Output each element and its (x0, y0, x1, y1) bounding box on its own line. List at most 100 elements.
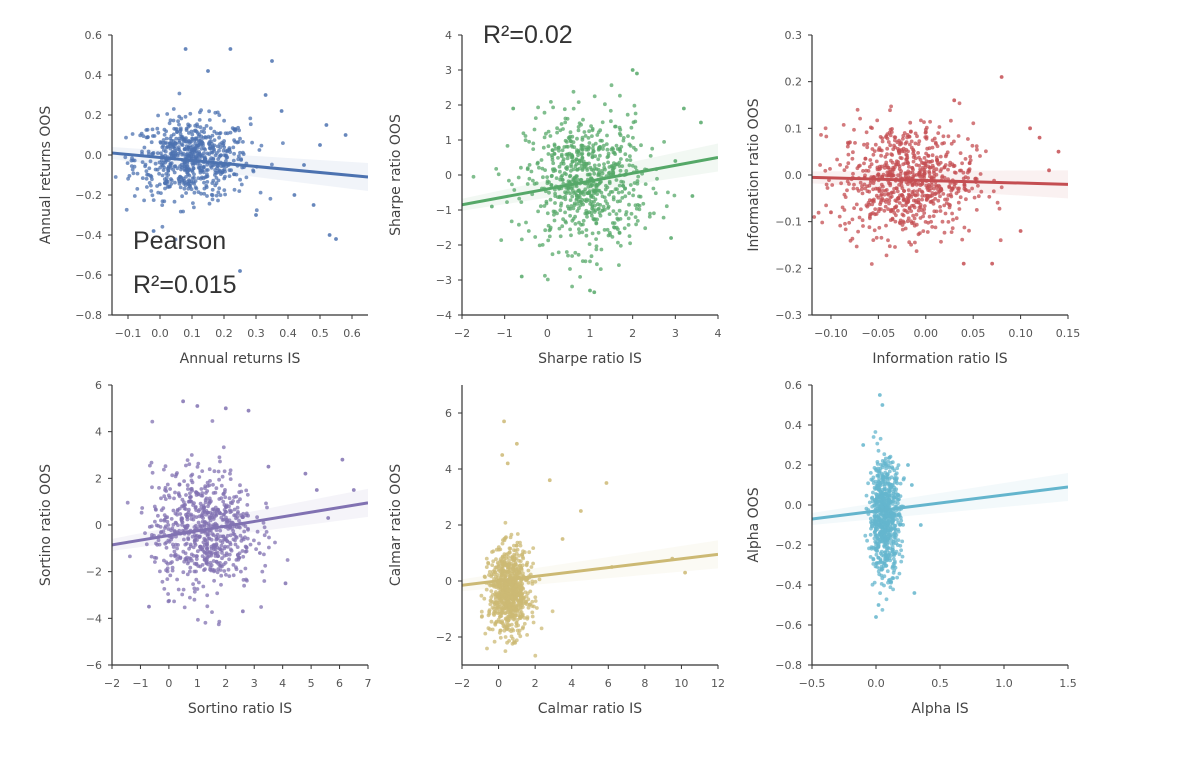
scatter-point (270, 162, 274, 167)
scatter-point (555, 126, 559, 131)
scatter-point (896, 493, 900, 498)
scatter-point (245, 503, 250, 507)
scatter-point (890, 502, 895, 506)
scatter-point (505, 640, 509, 645)
scatter-point (623, 194, 628, 199)
scatter-point (527, 163, 532, 167)
scatter-point (258, 190, 263, 195)
y-tick-label: −0.4 (775, 579, 802, 592)
scatter-point (585, 211, 590, 215)
scatter-point (151, 151, 156, 155)
scatter-point (879, 153, 883, 158)
scatter-point (858, 180, 863, 185)
scatter-point (874, 235, 879, 240)
scatter-point (264, 530, 269, 534)
scatter-point (596, 207, 601, 212)
scatter-point (938, 205, 942, 209)
scatter-point (922, 171, 927, 176)
scatter-point (641, 201, 646, 206)
scatter-point (210, 532, 215, 536)
scatter-point (874, 212, 879, 216)
scatter-point (197, 118, 202, 122)
scatter-point (968, 158, 973, 163)
r-squared-annotation-sharpe: R²=0.02 (483, 21, 573, 49)
scatter-point (190, 144, 195, 149)
scatter-point (968, 154, 973, 159)
scatter-point (639, 143, 643, 148)
scatter-point (583, 259, 588, 264)
scatter-point (574, 184, 579, 189)
scatter-point (587, 242, 592, 247)
scatter-point (892, 523, 897, 528)
scatter-point (215, 151, 219, 155)
scatter-point (177, 114, 182, 119)
scatter-point (515, 608, 520, 613)
scatter-point (161, 168, 166, 173)
scatter-point (877, 561, 882, 565)
scatter-point (508, 614, 513, 618)
scatter-point (518, 543, 523, 548)
scatter-point (569, 143, 574, 148)
scatter-point (198, 545, 202, 549)
scatter-point (191, 514, 196, 519)
scatter-point (875, 527, 880, 532)
scatter-point (889, 174, 894, 179)
scatter-point (132, 194, 137, 198)
scatter-point (577, 220, 581, 225)
scatter-point (586, 185, 591, 189)
scatter-point (914, 182, 919, 187)
scatter-point (223, 169, 227, 174)
y-tick-label: −2 (86, 566, 102, 579)
scatter-point (900, 193, 904, 197)
y-tick-label: −0.6 (75, 269, 102, 282)
scatter-point (876, 603, 881, 607)
scatter-point (886, 140, 891, 144)
x-tick-label: 6 (605, 677, 612, 690)
scatter-point (607, 179, 612, 184)
scatter-point (511, 569, 515, 574)
scatter-point (187, 173, 192, 178)
scatter-point (905, 153, 909, 158)
scatter-point (505, 200, 509, 205)
scatter-point (502, 552, 507, 557)
scatter-point (185, 170, 190, 175)
scatter-point (216, 198, 220, 203)
scatter-point (525, 166, 530, 171)
scatter-point (562, 107, 567, 112)
scatter-point (201, 165, 206, 170)
scatter-point (883, 204, 888, 209)
y-tick-label: −0.4 (75, 229, 102, 242)
scatter-point (334, 237, 338, 241)
scatter-point (818, 163, 822, 167)
scatter-point (624, 210, 629, 214)
scatter-point (890, 217, 895, 222)
scatter-point (484, 556, 489, 561)
scatter-point (530, 614, 535, 619)
scatter-point (139, 510, 144, 515)
y-tick-label: −2 (436, 239, 452, 252)
scatter-point (151, 134, 155, 138)
x-tick-label: −0.1 (115, 327, 142, 340)
scatter-point (215, 591, 220, 596)
scatter-point (914, 249, 919, 254)
scatter-point (527, 550, 532, 555)
scatter-point (148, 173, 153, 178)
scatter-point (601, 143, 606, 148)
y-tick-label: 1 (445, 134, 452, 147)
scatter-point (577, 199, 581, 204)
scatter-point (494, 601, 498, 605)
scatter-point (587, 161, 591, 166)
scatter-point (165, 566, 170, 571)
scatter-point (245, 492, 250, 497)
scatter-point (920, 197, 924, 202)
scatter-point (162, 494, 167, 499)
scatter-point (505, 461, 510, 466)
scatter-point (867, 546, 871, 551)
scatter-point (863, 186, 867, 191)
scatter-point (592, 189, 597, 194)
x-tick-label: 0.5 (931, 677, 949, 690)
scatter-point (205, 151, 210, 156)
scatter-point (260, 569, 265, 574)
scatter-point (243, 566, 248, 571)
scatter-point (611, 167, 615, 172)
